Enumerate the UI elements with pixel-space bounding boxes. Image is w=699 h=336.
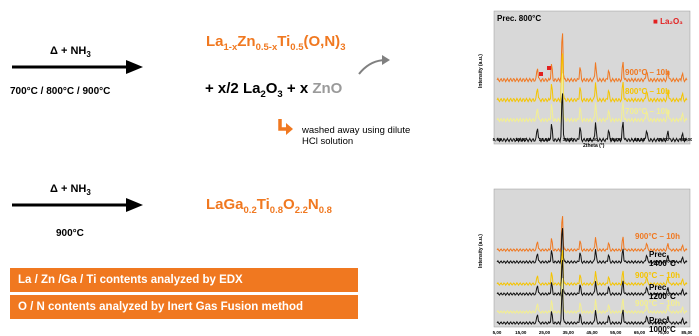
- plot-bottom-xtick-3: 35,00: [563, 330, 575, 335]
- reaction1-reagent: Δ + NH3: [50, 45, 91, 60]
- xrd-plot-bottom-canvas: 5,00 15,00 25,00 35,00 45,00 55,00 65,00 75,00 8…: [493, 188, 692, 335]
- plot-top-trace-3: [496, 93, 688, 144]
- plot-top-xtick-7: 75,00: [658, 137, 670, 142]
- plot-top-trace-0: [496, 33, 688, 84]
- plot-top-xtick-5: 55,00: [610, 137, 622, 142]
- plot-bottom-xtick-0: 5,00: [493, 330, 502, 335]
- plot-bottom-trace-4: [496, 278, 688, 315]
- plot-top-legend: ■ La₂O₃: [653, 17, 683, 26]
- curved-arrow-icon: [358, 55, 390, 75]
- plot-bottom-xtick-6: 65,00: [634, 330, 646, 335]
- plot-top-xtick-2: 25,00: [539, 137, 551, 142]
- plot-bottom-xtick-1: 15,00: [515, 330, 527, 335]
- plot-bottom-ylabel: Intensity (a.u.): [478, 234, 484, 268]
- xrd-plot-bottom: 5,00 15,00 25,00 35,00 45,00 55,00 65,00 75,00 8…: [478, 188, 692, 336]
- plot-top-xtick-4: 45,00: [586, 137, 598, 142]
- reaction2-reagent: Δ + NH3: [50, 183, 91, 198]
- plot-bottom-xtick-8: 85,00: [681, 330, 692, 335]
- plot-bottom-series-label-0: 900°C – 10h: [635, 232, 681, 241]
- la2o3-marker-1: [547, 66, 551, 70]
- plot-top-trace-1: [496, 53, 688, 104]
- reaction2-product: LaGa0.2Ti0.8O2.2N0.8: [206, 196, 332, 216]
- plot-bottom-trace-0: [496, 216, 688, 253]
- plot-bottom-xtick-4: 45,00: [586, 330, 598, 335]
- plot-bottom-xtick-5: 55,00: [610, 330, 622, 335]
- plot-top-xtick-0: 5,00: [493, 137, 502, 142]
- wash-note: washed away using dilute HCl solution: [302, 125, 411, 147]
- plot-top-title: Prec. 800°C: [497, 14, 542, 23]
- plot-bottom-series-label-2: 900°C – 10h: [635, 271, 681, 280]
- plot-bottom-trace-2: [496, 250, 688, 287]
- plot-top-trace-2: [496, 73, 688, 124]
- plot-top-series-label-2: 700°C – 10h: [625, 107, 671, 116]
- reaction1-temperatures: 700°C / 800°C / 900°C: [10, 86, 111, 97]
- la2o3-marker-0: [539, 72, 543, 76]
- reaction2-arrow: [12, 198, 143, 212]
- plot-top-xtick-8: 85,00: [681, 137, 692, 142]
- plot-bottom-series-label-4: 900°C – 10h: [635, 299, 681, 308]
- reaction2-temperature: 900°C: [56, 228, 84, 239]
- plot-top-series-label-0: 900°C – 10h: [625, 68, 671, 77]
- xrd-plot-top-canvas: 5,00 15,00 25,00 35,00 45,00 55,00 65,00 75,00 8…: [493, 10, 692, 145]
- plot-bottom-trace-1: [496, 228, 688, 265]
- plot-bottom-trace-3: [496, 260, 688, 297]
- reaction1-product: La1-xZn0.5-xTi0.5(O,N)3: [206, 33, 346, 53]
- plot-bottom-xtick-7: 75,00: [658, 330, 670, 335]
- info-bar-fusion: O / N contents analyzed by Inert Gas Fus…: [10, 295, 358, 319]
- plot-top-xtick-1: 15,00: [515, 137, 527, 142]
- plot-top-ylabel: Intensity (a.u.): [478, 54, 484, 88]
- plot-top-series-label-1: 800°C – 10h: [625, 87, 671, 96]
- plot-bottom-series-label-5: Prec. 1000°C: [649, 316, 676, 334]
- plot-bottom-xtick-2: 25,00: [539, 330, 551, 335]
- info-bar-edx: La / Zn /Ga / Ti contents analyzed by ED…: [10, 268, 358, 292]
- plot-bottom-series-label-3: Prec. 1200°C: [649, 283, 676, 301]
- reaction1-arrow: [12, 60, 143, 74]
- xrd-plot-top: 5,00 15,00 25,00 35,00 45,00 55,00 65,00 75,00 8…: [478, 10, 692, 150]
- reaction1-byproducts: + x/2 La2O3 + x ZnO: [205, 80, 343, 100]
- down-right-arrow-icon: [278, 119, 293, 135]
- plot-top-xtick-3: 35,00: [563, 137, 575, 142]
- plot-top-xtick-6: 65,00: [634, 137, 646, 142]
- plot-top-xlabel: 2theta (°): [583, 143, 605, 149]
- plot-bottom-series-label-1: Prec. 1400°C: [649, 250, 676, 268]
- plot-bottom-trace-5: [496, 289, 688, 326]
